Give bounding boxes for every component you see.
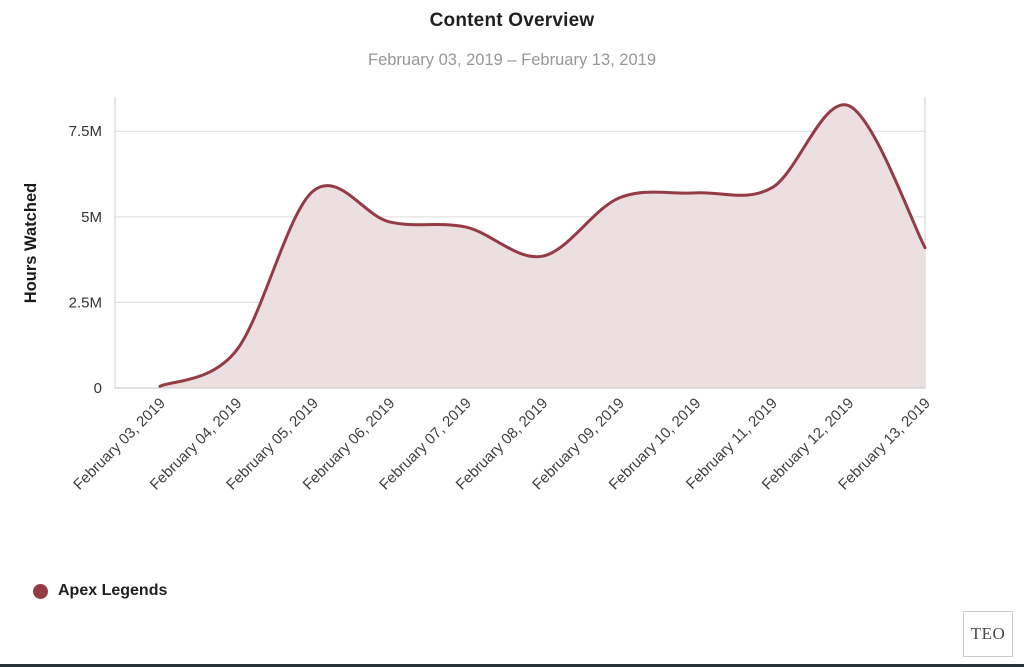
y-axis-title: Hours Watched (22, 183, 40, 303)
y-tick-label: 2.5M (69, 294, 102, 311)
y-tick-label: 0 (94, 380, 102, 397)
chart-title: Content Overview (429, 10, 595, 31)
teo-logo-text: TEO (970, 624, 1006, 643)
legend-swatch-apex-legends (33, 583, 48, 599)
footer-divider (0, 664, 1024, 667)
chart-legend: Apex Legends (33, 582, 167, 600)
y-tick-label: 7.5M (69, 123, 102, 140)
legend-label-apex-legends: Apex Legends (58, 582, 168, 599)
y-tick-label: 5M (81, 209, 102, 226)
area-fill (160, 104, 925, 388)
chart-subtitle: February 03, 2019 – February 13, 2019 (367, 51, 657, 69)
teo-logo: TEO (963, 611, 1013, 657)
series-line-apex-legends (158, 103, 927, 388)
